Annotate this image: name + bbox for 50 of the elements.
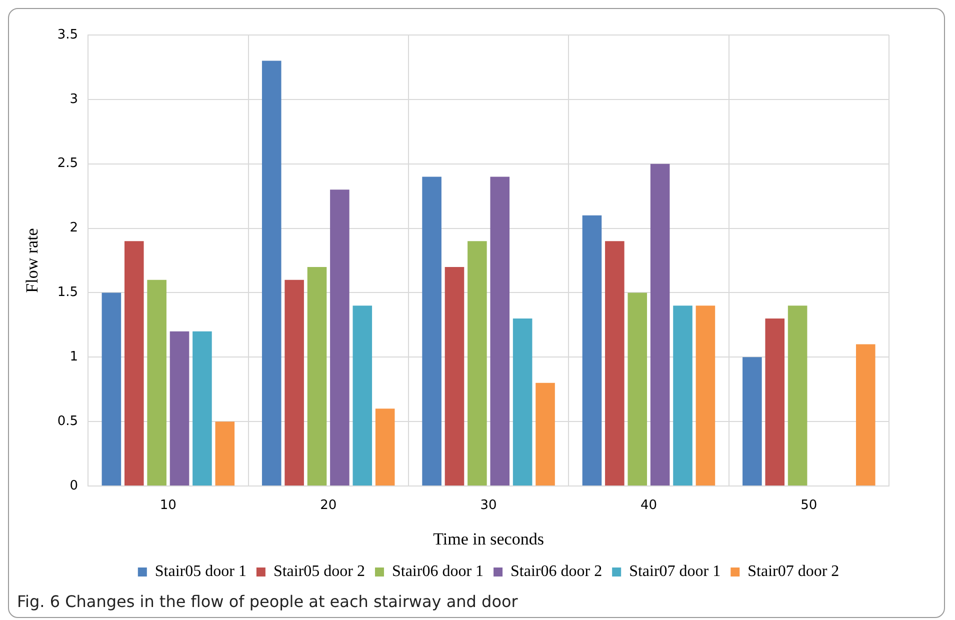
bar xyxy=(262,60,282,486)
bar xyxy=(284,280,304,486)
bar xyxy=(422,176,442,486)
bar xyxy=(490,176,510,486)
bar xyxy=(696,306,716,486)
bar xyxy=(605,241,624,486)
y-tick-label: 1 xyxy=(70,350,78,365)
bar xyxy=(215,422,235,486)
y-tick-label: 0.5 xyxy=(57,414,78,429)
bar xyxy=(330,190,350,486)
bar xyxy=(444,266,464,486)
bar xyxy=(582,215,602,486)
bar xyxy=(352,306,372,486)
x-tick-label: 10 xyxy=(160,498,176,514)
x-tick-label: 40 xyxy=(640,498,657,514)
x-tick-label: 20 xyxy=(320,498,337,514)
bar xyxy=(765,318,785,486)
bar xyxy=(536,382,555,486)
x-tick-label: 50 xyxy=(800,498,818,514)
bar xyxy=(170,331,190,486)
bar xyxy=(742,357,762,486)
y-tick-label: 3 xyxy=(70,92,78,107)
bar xyxy=(512,318,532,486)
legend-label: Stair06 door 2 xyxy=(510,563,602,580)
y-axis-title: Flow rate xyxy=(22,228,42,293)
legend-label: Stair07 door 1 xyxy=(629,563,721,580)
bar xyxy=(124,241,144,486)
bar xyxy=(307,266,327,486)
bar xyxy=(192,331,212,486)
bar xyxy=(102,292,122,486)
y-tick-label: 3.5 xyxy=(57,27,78,42)
bar xyxy=(468,241,487,486)
caption: Fig. 6 Changes in the flow of people at each stairway and door xyxy=(16,591,519,613)
legend-label: Stair05 door 1 xyxy=(154,563,246,580)
bar xyxy=(147,280,166,486)
legend-label: Stair05 door 2 xyxy=(273,563,365,580)
bar xyxy=(628,292,648,486)
y-tick-label: 1.5 xyxy=(57,285,78,300)
bar xyxy=(650,164,670,486)
legend-label: Stair07 door 2 xyxy=(748,563,840,580)
bar xyxy=(856,344,876,486)
y-tick-label: 2 xyxy=(70,220,78,236)
y-tick-label: 2.5 xyxy=(57,156,78,172)
bar xyxy=(673,306,692,486)
legend-label: Stair06 door 1 xyxy=(392,563,484,580)
x-axis-title: Time in seconds xyxy=(433,529,544,548)
y-tick-label: 0 xyxy=(70,478,78,494)
bar xyxy=(375,408,395,486)
bar xyxy=(788,306,808,486)
x-tick-label: 30 xyxy=(480,498,497,514)
